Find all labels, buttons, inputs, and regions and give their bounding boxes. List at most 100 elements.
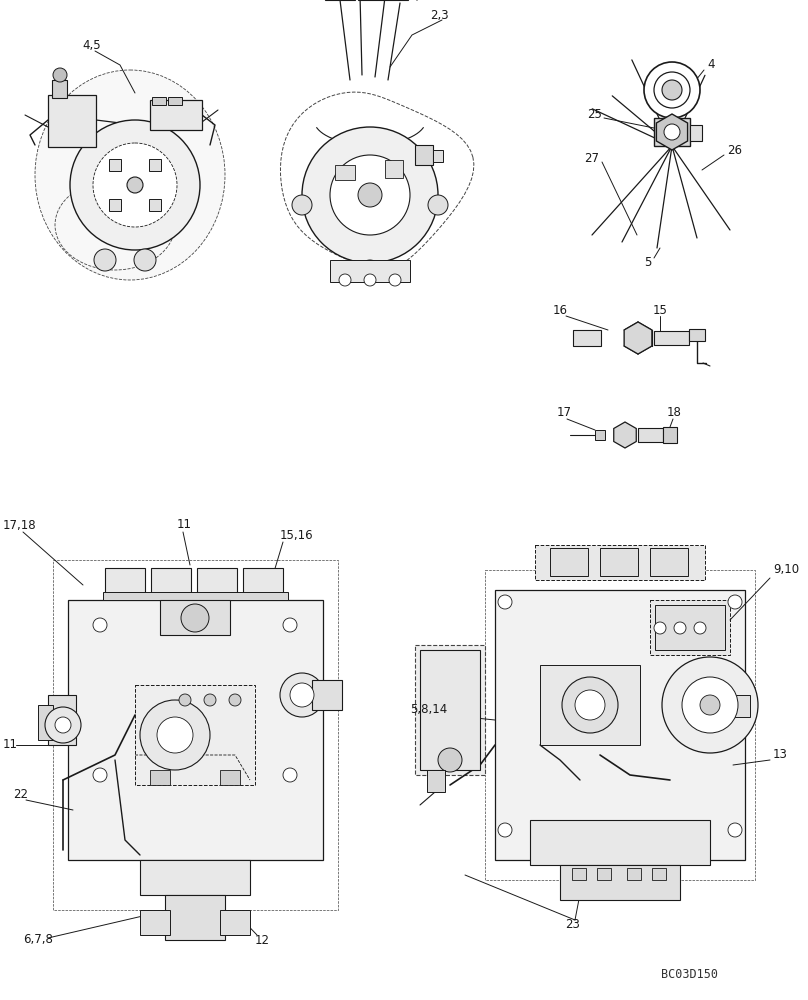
Circle shape bbox=[181, 604, 209, 632]
Circle shape bbox=[290, 683, 314, 707]
Bar bbox=[150, 770, 170, 785]
Bar bbox=[152, 97, 166, 105]
Circle shape bbox=[644, 62, 700, 118]
Circle shape bbox=[389, 274, 401, 286]
Bar bbox=[550, 548, 588, 576]
Bar bbox=[535, 545, 705, 580]
Bar bbox=[220, 910, 250, 935]
Bar bbox=[52, 80, 67, 98]
Bar bbox=[38, 705, 53, 740]
Bar bbox=[165, 895, 225, 940]
Circle shape bbox=[364, 274, 376, 286]
Bar bbox=[573, 330, 601, 346]
Text: 12: 12 bbox=[255, 934, 270, 946]
Circle shape bbox=[662, 657, 758, 753]
Bar bbox=[725, 695, 750, 717]
Circle shape bbox=[360, 260, 380, 280]
Polygon shape bbox=[624, 322, 652, 354]
Bar bbox=[135, 685, 255, 785]
Bar bbox=[650, 548, 688, 576]
Bar bbox=[68, 600, 323, 860]
Bar bbox=[650, 600, 730, 655]
Bar bbox=[109, 159, 121, 171]
Text: 4,5: 4,5 bbox=[82, 38, 101, 51]
Text: 17: 17 bbox=[557, 406, 572, 420]
Bar bbox=[595, 430, 605, 440]
Text: 2,3: 2,3 bbox=[430, 8, 448, 21]
Bar bbox=[48, 95, 96, 147]
Bar bbox=[638, 428, 663, 442]
Circle shape bbox=[358, 183, 382, 207]
Bar bbox=[415, 645, 485, 775]
Bar bbox=[663, 427, 677, 443]
Circle shape bbox=[94, 249, 116, 271]
Bar bbox=[103, 592, 288, 600]
Text: 27: 27 bbox=[584, 151, 599, 164]
Bar bbox=[627, 868, 641, 880]
Circle shape bbox=[575, 690, 605, 720]
Text: BC03D150: BC03D150 bbox=[662, 968, 718, 982]
Bar bbox=[140, 910, 170, 935]
Circle shape bbox=[157, 717, 193, 753]
Polygon shape bbox=[614, 422, 636, 448]
Bar bbox=[53, 560, 338, 910]
Text: 15,16: 15,16 bbox=[280, 528, 314, 542]
Bar bbox=[48, 695, 76, 745]
Circle shape bbox=[498, 595, 512, 609]
Bar bbox=[540, 665, 640, 745]
Circle shape bbox=[339, 274, 351, 286]
Bar bbox=[652, 868, 666, 880]
Circle shape bbox=[562, 677, 618, 733]
Text: 11: 11 bbox=[177, 518, 192, 532]
Bar bbox=[140, 860, 250, 895]
Circle shape bbox=[654, 622, 666, 634]
Circle shape bbox=[93, 618, 107, 632]
Circle shape bbox=[70, 120, 200, 250]
Circle shape bbox=[280, 673, 324, 717]
Circle shape bbox=[140, 700, 210, 770]
Circle shape bbox=[179, 694, 191, 706]
Bar bbox=[243, 568, 283, 598]
Bar bbox=[149, 199, 161, 211]
Bar bbox=[105, 568, 145, 598]
Circle shape bbox=[283, 768, 297, 782]
Circle shape bbox=[662, 80, 682, 100]
Polygon shape bbox=[656, 114, 688, 150]
Bar bbox=[654, 118, 690, 146]
Circle shape bbox=[674, 622, 686, 634]
Text: 17,18: 17,18 bbox=[3, 518, 36, 532]
Bar bbox=[572, 868, 586, 880]
Bar bbox=[600, 548, 638, 576]
Bar bbox=[690, 125, 702, 141]
Bar bbox=[220, 770, 240, 785]
Circle shape bbox=[134, 249, 156, 271]
Text: 9,10: 9,10 bbox=[773, 564, 799, 576]
Bar bbox=[654, 331, 689, 345]
Circle shape bbox=[330, 155, 410, 235]
Text: 25: 25 bbox=[587, 108, 602, 121]
Bar bbox=[560, 865, 680, 900]
Circle shape bbox=[700, 695, 720, 715]
Bar bbox=[197, 568, 237, 598]
Circle shape bbox=[654, 72, 690, 108]
Ellipse shape bbox=[55, 180, 175, 270]
Bar bbox=[330, 260, 410, 282]
Bar bbox=[427, 770, 445, 792]
Circle shape bbox=[728, 823, 742, 837]
Circle shape bbox=[694, 622, 706, 634]
Bar bbox=[415, 145, 433, 165]
Bar bbox=[495, 590, 745, 860]
Bar bbox=[420, 650, 480, 770]
Bar bbox=[485, 570, 755, 880]
Bar bbox=[168, 97, 182, 105]
Circle shape bbox=[302, 127, 438, 263]
Bar bbox=[689, 329, 705, 341]
Circle shape bbox=[428, 195, 448, 215]
Text: 6,7,8: 6,7,8 bbox=[23, 934, 53, 946]
Text: 5: 5 bbox=[644, 255, 651, 268]
Text: 11: 11 bbox=[3, 738, 18, 752]
Bar bbox=[150, 100, 202, 130]
Bar bbox=[530, 820, 710, 865]
Bar bbox=[109, 199, 121, 211]
Circle shape bbox=[292, 195, 312, 215]
